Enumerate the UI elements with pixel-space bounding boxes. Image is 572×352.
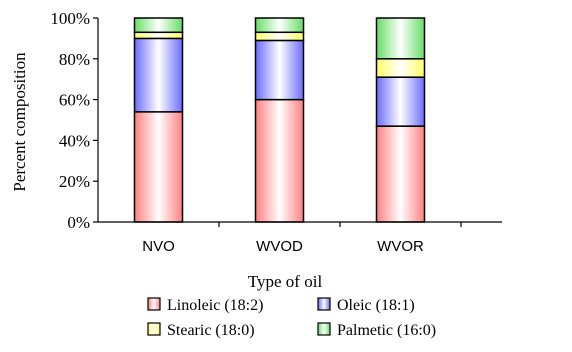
y-tick-label: 60%	[59, 91, 90, 110]
bar-wvod-oleic-18-1	[254, 39, 305, 101]
bar-nvo-oleic-18-1	[133, 37, 184, 113]
legend-swatch	[317, 322, 331, 336]
y-tick-label: 0%	[67, 213, 90, 232]
bars-layer	[133, 17, 426, 223]
legend-item-palmetic-16-0: Palmetic (16:0)	[317, 322, 436, 339]
bar-wvor-oleic-18-1	[375, 76, 426, 127]
bar-nvo-linoleic-18-2	[133, 111, 184, 223]
axes-layer	[93, 17, 502, 227]
x-category-label-wvor: WVOR	[377, 238, 424, 255]
legend-label: Palmetic (16:0)	[337, 322, 436, 339]
x-axis-title: Type of oil	[248, 272, 323, 291]
legend-swatch	[147, 322, 161, 336]
y-axis-title: Percent composition	[10, 52, 29, 192]
y-tick-label: 20%	[59, 172, 90, 191]
legend-item-linoleic-18-2: Linoleic (18:2)	[147, 297, 263, 314]
legend: Linoleic (18:2) Oleic (18:1) Stearic (18:0…	[147, 297, 436, 339]
y-tick-label: 40%	[59, 131, 90, 150]
x-category-labels: NVO WVOD WVOR	[142, 238, 424, 255]
x-category-label-nvo: NVO	[142, 238, 175, 255]
bar-wvor-linoleic-18-2	[375, 125, 426, 223]
bar-wvod-linoleic-18-2	[254, 98, 305, 223]
bar-wvod-stearic-18-0	[254, 31, 305, 42]
legend-swatch	[317, 297, 331, 311]
bar-nvo-palmetic-16-0	[133, 17, 184, 34]
bar-wvor-stearic-18-0	[375, 58, 426, 78]
y-tick-label: 80%	[59, 50, 90, 69]
legend-label: Oleic (18:1)	[337, 297, 415, 314]
bar-nvo-stearic-18-0	[133, 31, 184, 40]
y-tick-label: 100%	[50, 9, 90, 28]
bar-wvor-palmetic-16-0	[375, 17, 426, 60]
bar-wvod-palmetic-16-0	[254, 17, 305, 34]
y-tick-labels: 0% 20% 40% 60% 80% 100%	[50, 9, 90, 232]
legend-label: Stearic (18:0)	[167, 322, 255, 339]
legend-swatch	[147, 297, 161, 311]
x-category-label-wvod: WVOD	[256, 238, 303, 255]
legend-item-stearic-18-0: Stearic (18:0)	[147, 322, 255, 339]
legend-label: Linoleic (18:2)	[167, 297, 263, 314]
legend-item-oleic-18-1: Oleic (18:1)	[317, 297, 415, 314]
